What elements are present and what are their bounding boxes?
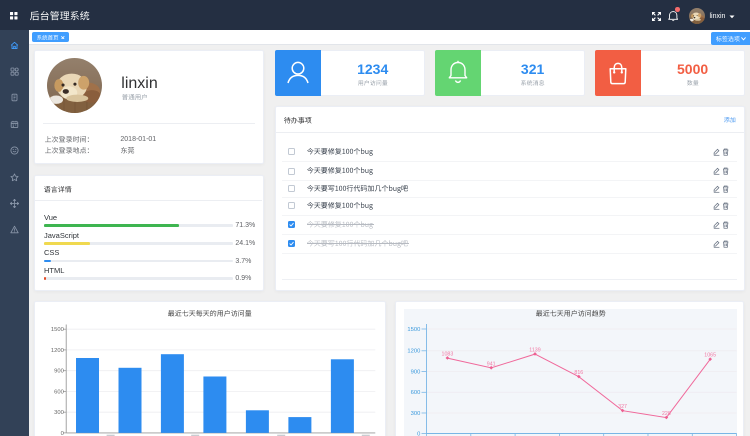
svg-text:1083: 1083	[442, 351, 454, 357]
svg-text:941: 941	[487, 361, 496, 367]
svg-text:0: 0	[417, 431, 420, 436]
svg-text:900: 900	[411, 369, 421, 375]
svg-text:1200: 1200	[51, 348, 64, 354]
svg-text:300: 300	[54, 410, 64, 416]
svg-text:816: 816	[575, 370, 584, 376]
svg-text:1500: 1500	[51, 327, 64, 333]
svg-text:1065: 1065	[705, 352, 717, 358]
svg-text:1500: 1500	[408, 327, 421, 333]
svg-text:228: 228	[662, 411, 671, 417]
svg-text:327: 327	[619, 404, 628, 410]
svg-text:1200: 1200	[408, 348, 421, 354]
svg-text:1139: 1139	[530, 347, 541, 353]
svg-text:300: 300	[411, 411, 421, 417]
svg-text:600: 600	[54, 389, 64, 395]
svg-text:900: 900	[54, 368, 64, 374]
svg-text:0: 0	[61, 431, 64, 436]
svg-text:600: 600	[411, 390, 421, 396]
